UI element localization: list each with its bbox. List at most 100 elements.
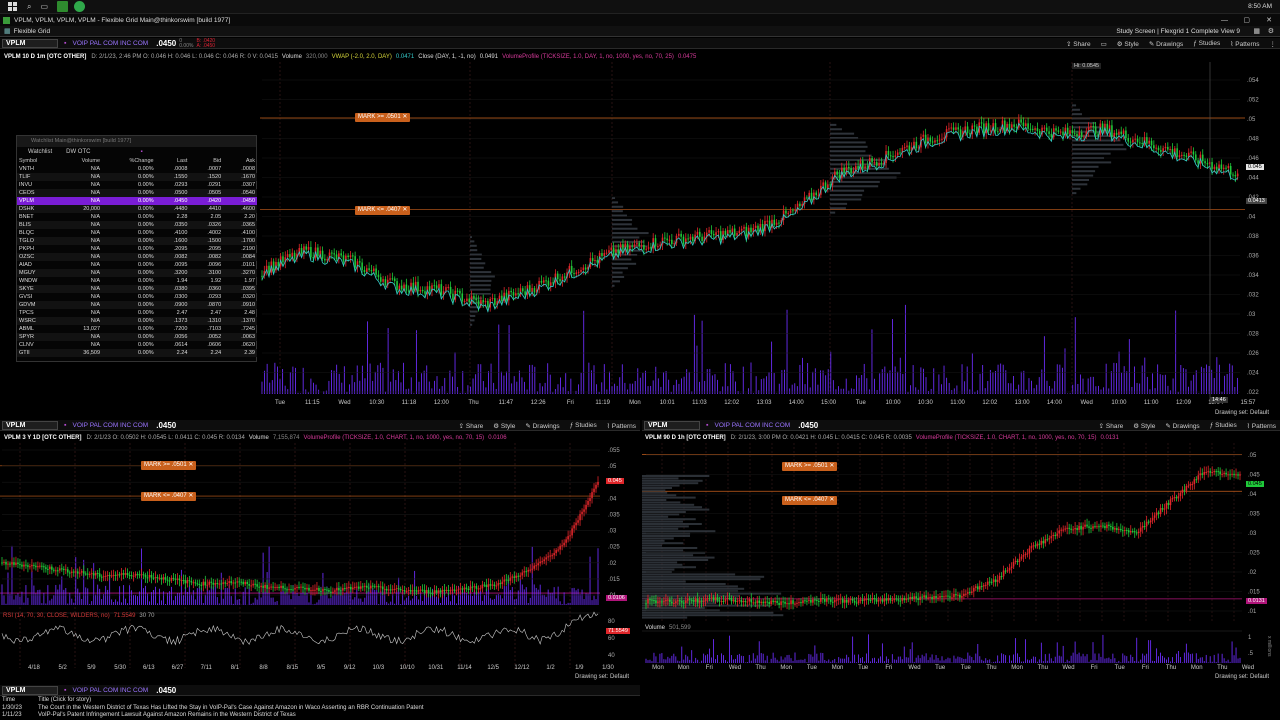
watchlist-window[interactable]: Watchlist Main@thinkorswim [build 1977] … <box>16 135 257 362</box>
more-icon[interactable]: ⋮ <box>1269 40 1277 48</box>
candle-body <box>503 579 506 582</box>
watchlist-row[interactable]: CLNV N/A 0.00% .0614.0606.0620 <box>17 341 257 349</box>
watchlist-row[interactable]: TPCS N/A 0.00% 2.47 2.47 2.48 <box>17 309 257 317</box>
watchlist-row[interactable]: AIAD N/A 0.00% .0095.0096.0101 <box>17 261 257 269</box>
br-studies-button[interactable]: ƒ Studies <box>1209 422 1237 429</box>
main-symbol-input[interactable]: VPLM <box>2 39 58 48</box>
bl-drawings-button[interactable]: ✎ Drawings <box>525 422 560 430</box>
candle-body <box>852 170 855 173</box>
news-symbol-input[interactable]: VPLM <box>2 686 58 695</box>
settings-gear-icon[interactable]: ⚙ <box>1267 28 1274 35</box>
watchlist-cell: .0540 <box>223 189 257 197</box>
candle-body <box>537 563 540 566</box>
bl-mark-lower-badge[interactable]: MARK <= .0407 ✕ <box>141 492 197 501</box>
watchlist-row[interactable]: OZSC N/A 0.00% .0082.0082.0084 <box>17 253 257 261</box>
watchlist-row[interactable]: SKYE N/A 0.00% .0380.0360.0395 <box>17 285 257 293</box>
watchlist-row[interactable]: TLIF N/A 0.00% .1550.1520.1670 <box>17 173 257 181</box>
br-drawing-set[interactable]: Drawing set: Default <box>1215 674 1270 680</box>
watchlist-col-symbol[interactable]: Symbol <box>19 158 38 164</box>
bl-drawing-set[interactable]: Drawing set: Default <box>575 674 630 680</box>
watchlist-row[interactable]: GTII 36,509 0.00% 2.24 2.24 2.39 <box>17 349 257 357</box>
br-drawings-button[interactable]: ✎ Drawings <box>1165 422 1200 430</box>
watchlist-row[interactable]: VPLM N/A 0.00% .0450.0420.0450 <box>17 197 257 205</box>
br-chart-pane[interactable]: .05.045.04.035.03.025.02.015.01 1.5 Mon Mon… <box>642 443 1280 680</box>
bl-mark-upper-badge[interactable]: MARK >= .0501 ✕ <box>141 461 197 470</box>
minimize-button[interactable]: — <box>1221 16 1228 24</box>
br-style-button[interactable]: ⚙ Style <box>1133 422 1156 430</box>
search-icon[interactable]: ⌕ <box>27 1 32 11</box>
watchlist-row[interactable]: SPYR N/A 0.00% .0056.0052.0063 <box>17 333 257 341</box>
news-item[interactable]: 1/30/23 The Court in the Western Distric… <box>0 705 1280 713</box>
x-tick-label: Thu <box>1038 665 1048 671</box>
watchlist-row[interactable]: TGLO N/A 0.00% .1600.1500.1700 <box>17 237 257 245</box>
br-share-button[interactable]: ⇪ Share <box>1098 422 1124 430</box>
news-item[interactable]: 1/11/23 VoIP-Pal's Patent Infringement L… <box>0 712 1280 720</box>
drawings-button[interactable]: ✎ Drawings <box>1148 40 1184 48</box>
window-icon[interactable]: ▭ <box>1100 40 1107 48</box>
br-volume-value: 501,599 <box>669 624 691 631</box>
main-drawing-set[interactable]: Drawing set: Default <box>1215 410 1270 416</box>
share-button[interactable]: ⇪ Share <box>1065 40 1091 48</box>
news-header-title[interactable]: Title (Click for story) <box>38 697 92 703</box>
watchlist-row[interactable]: INVU N/A 0.00% .0293.0291.0307 <box>17 181 257 189</box>
watchlist-col-pct-change[interactable]: %Change <box>129 158 154 164</box>
bl-share-button[interactable]: ⇪ Share <box>458 422 484 430</box>
watchlist-selector[interactable]: DW OTC <box>66 149 91 155</box>
bl-studies-button[interactable]: ƒ Studies <box>569 422 597 429</box>
watchlist-col-last[interactable]: Last <box>176 158 188 164</box>
y-tick-label: .038 <box>1247 234 1259 240</box>
layout-grid-icon[interactable]: ▦ <box>1253 28 1260 35</box>
candle-body <box>370 270 373 272</box>
taskview-icon[interactable]: ▭ <box>40 2 49 11</box>
br-mark-upper-badge[interactable]: MARK >= .0501 ✕ <box>782 462 838 471</box>
bl-chart-pane[interactable]: .055.05.045.04.035.03.025.02.015.0180604… <box>0 443 640 680</box>
br-mark-lower-badge[interactable]: MARK <= .0407 ✕ <box>782 496 838 505</box>
watchlist-link-icon[interactable]: ▪ <box>140 149 143 155</box>
patterns-button[interactable]: ⌇ Patterns <box>1230 40 1260 48</box>
candle-body <box>1169 499 1172 506</box>
watchlist-row[interactable]: MGUY N/A 0.00% .3200.3100.3270 <box>17 269 257 277</box>
br-patterns-button[interactable]: ⌇ Patterns <box>1246 422 1276 430</box>
maximize-button[interactable]: ▢ <box>1243 17 1250 24</box>
windows-start-icon[interactable] <box>8 2 17 11</box>
candle-body <box>990 130 992 132</box>
layout-tab[interactable]: Flexible Grid <box>13 27 51 35</box>
bl-link-icon[interactable]: ▪ <box>64 422 67 429</box>
studies-button[interactable]: ƒ Studies <box>1193 40 1221 47</box>
x-tick-label: Mon <box>678 665 690 671</box>
watchlist-row[interactable]: GVSI N/A 0.00% .0300.0293.0320 <box>17 293 257 301</box>
watchlist-row[interactable]: WNDW N/A 0.00% 1.94 1.92 1.97 <box>17 277 257 285</box>
main-mark-lower-badge[interactable]: MARK <= .0407 ✕ <box>355 206 411 215</box>
main-mark-upper-badge[interactable]: MARK >= .0501 ✕ <box>355 113 411 122</box>
br-link-icon[interactable]: ▪ <box>706 422 709 429</box>
bl-chart-canvas[interactable]: .055.05.045.04.035.03.025.02.015.0180604… <box>0 443 640 680</box>
watchlist-col-bid[interactable]: Bid <box>213 158 222 164</box>
study-screen-label[interactable]: Study Screen | Flexgrid 1 Complete View … <box>1116 27 1240 35</box>
thinkorswim-app-icon[interactable] <box>57 1 69 12</box>
watchlist-row[interactable]: ABML 13,027 0.00% .7200.7103.7245 <box>17 325 257 333</box>
watchlist-row[interactable]: VNTH N/A 0.00% .0008.0007.0008 <box>17 165 257 173</box>
style-button[interactable]: ⚙ Style <box>1116 40 1139 48</box>
news-item-title[interactable]: VoIP-Pal's Patent Infringement Lawsuit A… <box>38 712 296 718</box>
watchlist-col-ask[interactable]: Ask <box>245 158 255 164</box>
watchlist-row[interactable]: BLQC N/A 0.00% .4100.4002.4100 <box>17 229 257 237</box>
watchlist-row[interactable]: BLIS N/A 0.00% .0350.0326.0365 <box>17 221 257 229</box>
br-symbol-input[interactable]: VPLM <box>644 421 700 430</box>
close-button[interactable]: ✕ <box>1266 17 1272 24</box>
watchlist-row[interactable]: WSRC N/A 0.00% .1373.1310.1370 <box>17 317 257 325</box>
watchlist-row[interactable]: PKPH N/A 0.00% .2095.2095.2190 <box>17 245 257 253</box>
bl-style-button[interactable]: ⚙ Style <box>493 422 516 430</box>
news-item-title[interactable]: The Court in the Western District of Tex… <box>38 704 424 711</box>
watchlist-col-volume[interactable]: Volume <box>81 158 101 164</box>
bl-patterns-button[interactable]: ⌇ Patterns <box>606 422 636 430</box>
news-link-icon[interactable]: ▪ <box>64 687 67 694</box>
watchlist-row[interactable]: CEOS N/A 0.00% .0500.0505.0540 <box>17 189 257 197</box>
browser-app-icon[interactable] <box>74 1 86 12</box>
watchlist-row[interactable]: GDVM N/A 0.00% .0900.0870.0910 <box>17 301 257 309</box>
link-icon[interactable]: ▪ <box>64 40 67 47</box>
bl-symbol-input[interactable]: VPLM <box>2 421 58 430</box>
watchlist-row[interactable]: DSHK 20,000 0.00% .4480.4410.4600 <box>17 205 257 213</box>
main-chart-canvas[interactable]: .054.052.05.048.046.044.042.04.038.036.0… <box>0 62 1280 418</box>
watchlist-row[interactable]: BNET N/A 0.00% 2.28 2.05 2.20 <box>17 213 257 221</box>
